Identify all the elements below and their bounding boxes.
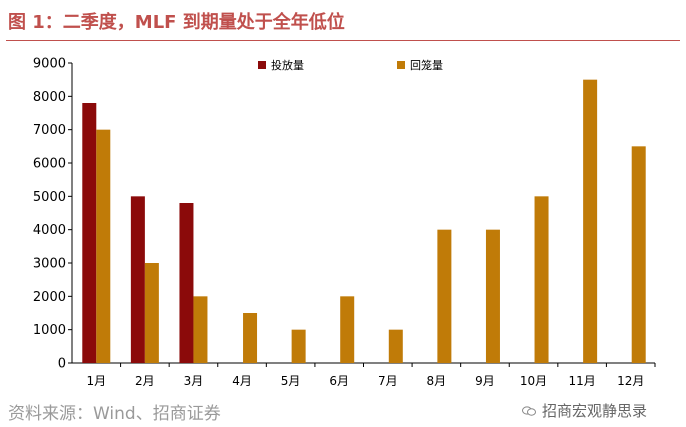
y-tick-label: 4000 (33, 223, 66, 238)
y-tick-label: 6000 (33, 157, 66, 172)
bar-huilong (96, 129, 111, 363)
x-tick-label: 1月 (86, 374, 106, 388)
y-tick-label: 8000 (33, 90, 66, 105)
y-tick-label: 0 (58, 357, 66, 372)
bar-huilong (437, 229, 452, 363)
x-tick-label: 6月 (329, 374, 349, 388)
bar-toufang (82, 103, 97, 363)
bar-huilong (144, 263, 159, 363)
x-tick-label: 8月 (427, 374, 447, 388)
x-tick-label: 7月 (378, 374, 398, 388)
x-tick-label: 10月 (520, 374, 547, 388)
bar-huilong (583, 79, 598, 364)
bar-huilong (340, 296, 355, 363)
y-tick-label: 7000 (33, 123, 66, 138)
bar-huilong (631, 146, 646, 363)
legend-label: 投放量 (271, 58, 304, 72)
bar-huilong (291, 329, 306, 363)
legend-swatch (258, 61, 266, 69)
title-divider (6, 40, 680, 41)
x-tick-label: 2月 (135, 374, 155, 388)
bar-toufang (179, 203, 194, 363)
watermark-text: 招商宏观静思录 (542, 402, 648, 420)
y-tick-label: 2000 (33, 290, 66, 305)
watermark: 招商宏观静思录 (522, 400, 647, 421)
bar-huilong (193, 296, 208, 363)
bar-toufang (130, 196, 145, 363)
chart-title: 图 1：二季度，MLF 到期量处于全年低位 (8, 12, 345, 33)
x-tick-label: 3月 (184, 374, 204, 388)
bar-huilong (243, 313, 258, 363)
legend-swatch (397, 61, 405, 69)
y-tick-label: 3000 (33, 257, 66, 272)
y-tick-label: 9000 (33, 57, 66, 72)
bar-huilong (388, 329, 403, 363)
bar-huilong (534, 196, 549, 363)
source-note: 资料来源：Wind、招商证券 (8, 404, 221, 424)
x-tick-label: 12月 (617, 374, 644, 388)
x-tick-label: 4月 (232, 374, 252, 388)
y-tick-label: 5000 (33, 190, 66, 205)
x-tick-label: 5月 (281, 374, 301, 388)
bar-huilong (485, 229, 500, 363)
wechat-icon (522, 405, 536, 416)
x-tick-label: 9月 (475, 374, 495, 388)
y-tick-label: 1000 (33, 323, 66, 338)
x-tick-label: 11月 (568, 374, 595, 388)
legend-label: 回笼量 (410, 58, 443, 72)
